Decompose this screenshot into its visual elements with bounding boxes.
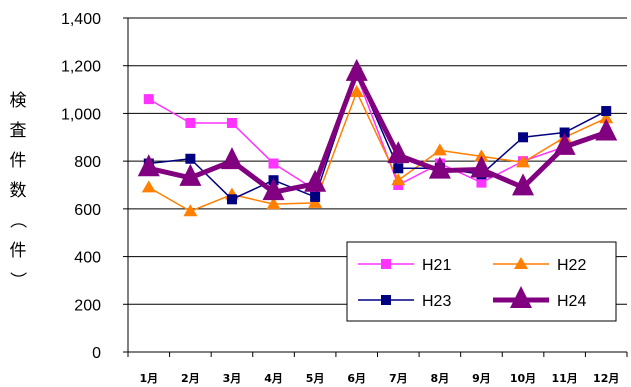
legend-label: H23 (422, 293, 451, 310)
series-H24 (137, 58, 618, 201)
data-point (601, 106, 612, 117)
x-tick-label: 2月 (181, 372, 200, 385)
data-point (183, 204, 198, 217)
y-tick-labels: 0 200 400 600 800 1,000 1,200 1,400 (61, 11, 101, 362)
x-tick-label: 5月 (306, 372, 325, 385)
data-point (304, 169, 327, 192)
data-point (393, 163, 404, 174)
data-point (345, 58, 368, 81)
x-tick-label: 3月 (223, 372, 242, 385)
data-point (220, 147, 243, 170)
data-point (428, 156, 451, 179)
x-tick-label: 10月 (510, 372, 536, 385)
axes (123, 17, 628, 357)
legend-marker (510, 286, 532, 308)
y-axis-label-char: ） (7, 272, 27, 289)
data-point (226, 117, 237, 128)
legend: H21 H22 H23 H24 (346, 241, 617, 322)
legend-box (346, 241, 617, 322)
data-point (432, 143, 447, 156)
y-axis-label-char: 件 (10, 151, 27, 171)
data-point (512, 173, 535, 196)
legend-item: H22 (493, 257, 586, 274)
x-tick-labels: 1月 2月 3月 4月 5月 6月 7月 8月 9月 10月 11月 12月 (139, 372, 619, 385)
data-point (268, 158, 279, 169)
series-line (148, 91, 607, 212)
y-tick-label: 400 (74, 250, 101, 267)
data-point (185, 117, 196, 128)
y-axis-label-char: 検 (10, 91, 27, 111)
data-point (599, 111, 614, 124)
data-point (470, 155, 493, 178)
x-tick-label: 4月 (264, 372, 283, 385)
data-point (262, 178, 285, 201)
data-point (226, 194, 237, 205)
data-point (141, 180, 156, 193)
y-axis-label-char: 数 (10, 181, 27, 201)
legend-item: H21 (358, 257, 451, 274)
data-point (387, 141, 410, 164)
legend-marker (514, 257, 528, 269)
y-tick-label: 200 (74, 297, 101, 314)
legend-marker (381, 259, 391, 269)
legend-label: H22 (557, 257, 586, 274)
y-tick-label: 1,200 (61, 59, 101, 76)
x-tick-label: 6月 (347, 372, 366, 385)
legend-item: H23 (358, 293, 451, 310)
data-point (310, 191, 321, 202)
data-point (516, 155, 531, 168)
data-point (553, 132, 576, 155)
series-H21 (143, 70, 612, 195)
data-point (476, 177, 487, 188)
y-axis-label-char: 件 (10, 241, 27, 261)
data-point (137, 154, 160, 177)
legend-label: H21 (422, 257, 451, 274)
data-point (474, 149, 489, 162)
y-tick-label: 1,400 (61, 11, 101, 28)
x-tick-label: 9月 (472, 372, 491, 385)
series-line (148, 72, 607, 201)
legend-label: H24 (557, 293, 586, 310)
y-tick-label: 0 (92, 345, 101, 362)
data-point (559, 127, 570, 138)
series-H22 (141, 84, 614, 217)
data-point (349, 84, 364, 97)
data-point (266, 197, 281, 210)
legend-item: H24 (493, 286, 586, 310)
data-point (391, 173, 406, 186)
series-group (137, 58, 618, 217)
x-tick-label: 8月 (431, 372, 450, 385)
x-tick-label: 1月 (139, 372, 158, 385)
data-point (143, 94, 154, 105)
data-point (518, 132, 529, 143)
x-tick-label: 12月 (593, 372, 619, 385)
y-tick-label: 600 (74, 202, 101, 219)
data-point (179, 163, 202, 186)
data-point (185, 153, 196, 164)
legend-marker (381, 295, 391, 305)
data-point (595, 118, 618, 141)
series-line (148, 70, 608, 195)
y-axis-label-char: 査 (10, 121, 27, 141)
y-axis-label-char: （ (7, 212, 27, 229)
x-tick-label: 7月 (389, 372, 408, 385)
y-tick-label: 1,000 (61, 106, 101, 123)
y-tick-label: 800 (74, 154, 101, 171)
x-tick-label: 11月 (551, 372, 577, 385)
